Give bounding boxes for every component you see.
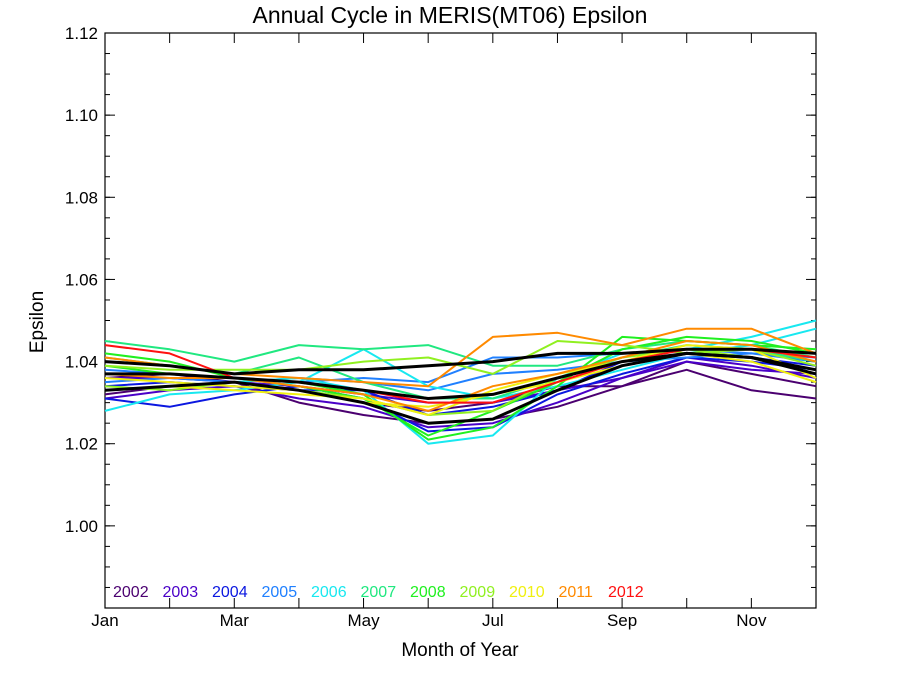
legend-item-2012: 2012 [608,584,644,601]
legend-item-2007: 2007 [361,584,397,601]
legend-item-2004: 2004 [212,584,248,601]
legend-item-2006: 2006 [311,584,347,601]
legend-item-2002: 2002 [113,584,149,601]
series-line-2004 [104,356,817,433]
legend-item-2009: 2009 [460,584,496,601]
mean-line [104,351,817,425]
x-tick-label: Nov [736,611,767,630]
legend-item-2011: 2011 [559,584,594,601]
y-tick-label: 1.02 [65,435,98,454]
y-tick-label: 1.04 [65,353,98,372]
y-tick-label: 1.08 [65,188,98,207]
x-axis-label: Month of Year [401,640,519,661]
x-tick-label: May [347,611,380,630]
chart-title: Annual Cycle in MERIS(MT06) Epsilon [252,2,648,28]
y-tick-label: 1.10 [65,106,98,125]
plot-frame [104,32,817,609]
x-tick-label: Sep [607,611,637,630]
y-tick-label: 1.12 [65,24,98,43]
legend-item-2008: 2008 [410,584,446,601]
mean-line [104,347,817,376]
legend-item-2003: 2003 [163,584,199,601]
y-tick-label: 1.00 [65,517,98,536]
legend-item-2005: 2005 [262,584,298,601]
x-tick-label: Mar [220,611,250,630]
x-tick-label: Jul [482,611,504,630]
legend-item-2010: 2010 [509,584,545,601]
x-tick-label: Jan [91,611,118,630]
y-tick-label: 1.06 [65,270,98,289]
